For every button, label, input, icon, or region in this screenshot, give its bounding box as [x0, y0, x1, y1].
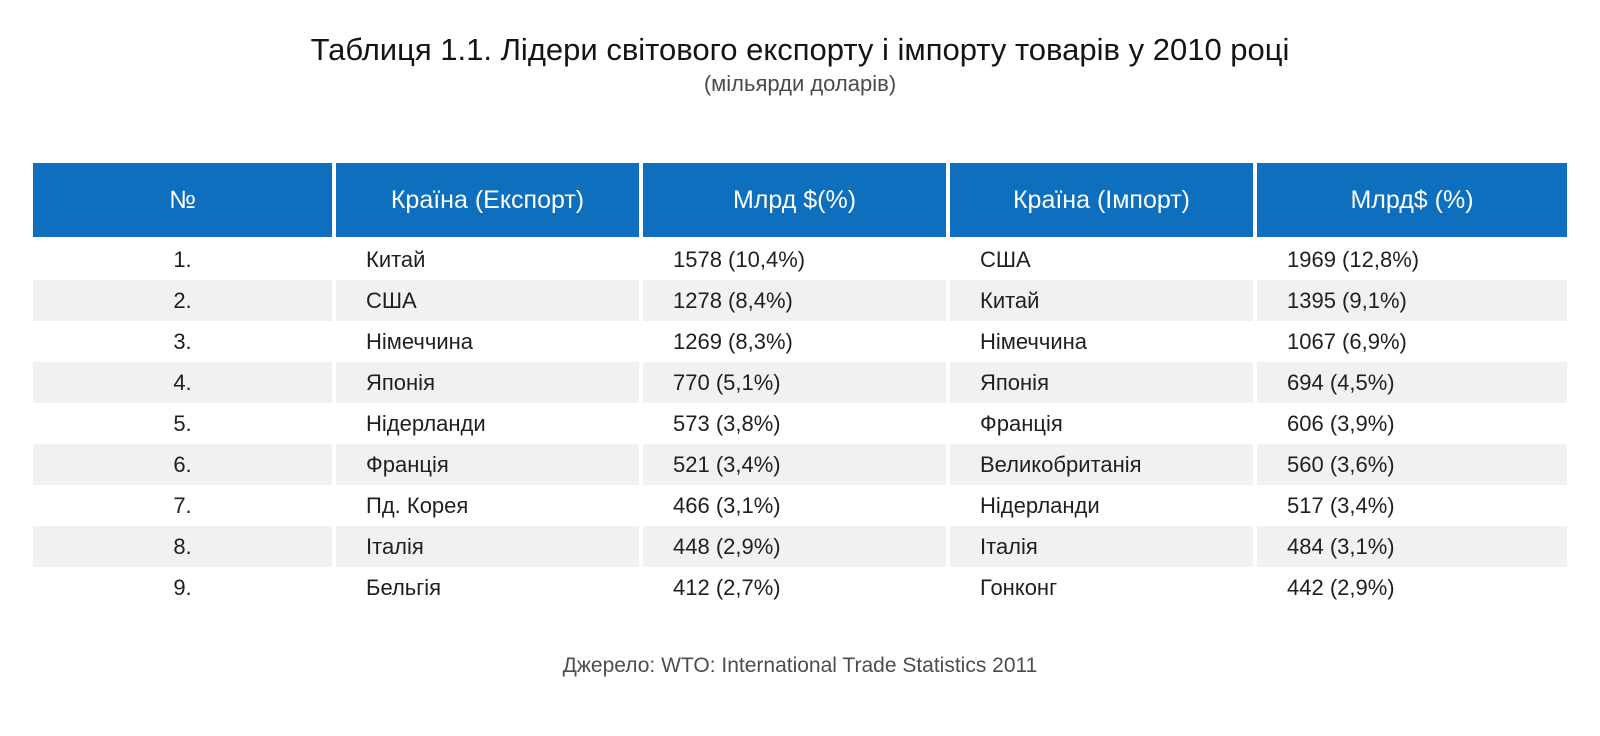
cell-export-value: 412 (2,7%) — [643, 567, 950, 608]
cell-export-country: Пд. Корея — [336, 485, 643, 526]
header-export-country: Країна (Експорт) — [336, 163, 643, 237]
table-subtitle: (мільярди доларів) — [703, 71, 897, 96]
cell-import-value: 1969 (12,8%) — [1287, 246, 1420, 272]
cell-export-country: Нідерланди — [336, 403, 643, 444]
cell-export-country: США — [336, 280, 643, 321]
cell-import-country: Японія — [950, 362, 1257, 403]
header-export-value: Млрд $(%) — [643, 163, 950, 237]
table-header-row: № Країна (Експорт) Млрд $(%) Країна (Імп… — [33, 163, 1567, 237]
table-title: Таблиця 1.1. Лідери світового експорту і… — [310, 32, 1290, 67]
table-row: 2. США 1278 (8,4%) Китай 1395 (9,1%) — [33, 280, 1567, 321]
cell-num: 2. — [33, 280, 336, 321]
table-row: 6. Франція 521 (3,4%) Великобританія 560… — [33, 444, 1567, 485]
cell-num: 1. — [33, 239, 336, 280]
cell-import-value: 517 (3,4%) — [1287, 492, 1395, 518]
cell-export-country: Японія — [336, 362, 643, 403]
cell-export-country: Франція — [336, 444, 643, 485]
cell-export-value: 1269 (8,3%) — [643, 321, 950, 362]
header-num: № — [33, 163, 336, 237]
cell-import-value: 606 (3,9%) — [1287, 410, 1395, 436]
cell-export-value: 466 (3,1%) — [643, 485, 950, 526]
cell-export-value: 1578 (10,4%) — [643, 239, 950, 280]
cell-import-value: 442 (2,9%) — [1287, 574, 1395, 600]
cell-num: 4. — [33, 362, 336, 403]
trade-leaders-table: № Країна (Експорт) Млрд $(%) Країна (Імп… — [33, 163, 1567, 608]
cell-export-value: 573 (3,8%) — [643, 403, 950, 444]
cell-export-value: 521 (3,4%) — [643, 444, 950, 485]
cell-import-country: Франція — [950, 403, 1257, 444]
cell-num: 9. — [33, 567, 336, 608]
cell-export-country: Китай — [336, 239, 643, 280]
cell-import-value: 484 (3,1%) — [1257, 526, 1567, 567]
table-row: 9. Бельгія 412 (2,7%) Гонконг 442 (2,9%) — [33, 567, 1567, 608]
cell-import-country: Німеччина — [950, 321, 1257, 362]
table-row: 3. Німеччина 1269 (8,3%) Німеччина 1067 … — [33, 321, 1567, 362]
cell-export-country: Німеччина — [336, 321, 643, 362]
cell-import-country: Гонконг — [950, 567, 1257, 608]
cell-import-value: 1067 (6,9%) — [1287, 328, 1407, 354]
cell-import-value: 560 (3,6%) — [1257, 444, 1567, 485]
cell-num: 7. — [33, 485, 336, 526]
header-import-value: Млрд$ (%) — [1257, 163, 1567, 237]
table-row: 1. Китай 1578 (10,4%) США 1969 (12,8%) — [33, 239, 1567, 280]
source-note: Джерело: WTO: International Trade Statis… — [562, 654, 1038, 677]
cell-export-country: Бельгія — [336, 567, 643, 608]
cell-import-country: Італія — [950, 526, 1257, 567]
cell-import-country: Китай — [950, 280, 1257, 321]
table-row: 8. Італія 448 (2,9%) Італія 484 (3,1%) — [33, 526, 1567, 567]
table-row: 4. Японія 770 (5,1%) Японія 694 (4,5%) — [33, 362, 1567, 403]
cell-num: 6. — [33, 444, 336, 485]
cell-export-value: 448 (2,9%) — [643, 526, 950, 567]
cell-import-value: 1395 (9,1%) — [1257, 280, 1567, 321]
cell-export-country: Італія — [336, 526, 643, 567]
cell-import-value: 694 (4,5%) — [1257, 362, 1567, 403]
cell-num: 3. — [33, 321, 336, 362]
cell-import-country: Великобританія — [950, 444, 1257, 485]
cell-export-value: 770 (5,1%) — [643, 362, 950, 403]
cell-import-country: Нідерланди — [950, 485, 1257, 526]
cell-import-country: США — [950, 239, 1257, 280]
header-import-country: Країна (Імпорт) — [950, 163, 1257, 237]
table-row: 5. Нідерланди 573 (3,8%) Франція 606 (3,… — [33, 403, 1567, 444]
cell-num: 5. — [33, 403, 336, 444]
cell-export-value: 1278 (8,4%) — [643, 280, 950, 321]
cell-num: 8. — [33, 526, 336, 567]
table-row: 7. Пд. Корея 466 (3,1%) Нідерланди 517 (… — [33, 485, 1567, 526]
